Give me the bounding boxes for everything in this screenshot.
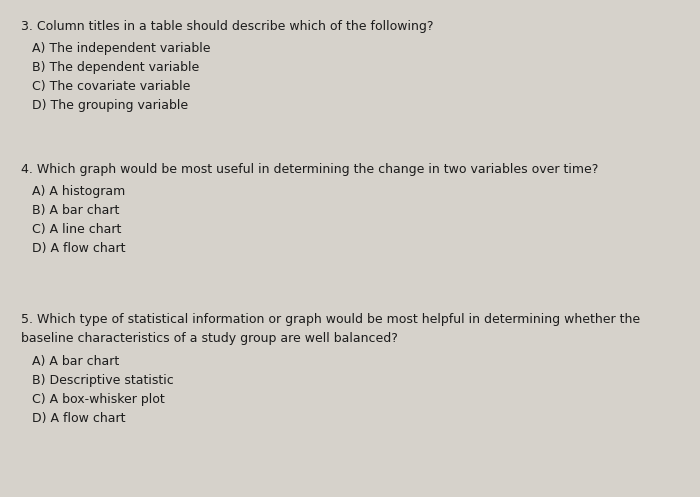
Text: D) A flow chart: D) A flow chart xyxy=(32,412,125,425)
Text: 3. Column titles in a table should describe which of the following?: 3. Column titles in a table should descr… xyxy=(21,20,433,33)
Text: C) A line chart: C) A line chart xyxy=(32,223,121,236)
Text: D) The grouping variable: D) The grouping variable xyxy=(32,99,188,112)
Text: C) A box-whisker plot: C) A box-whisker plot xyxy=(32,393,164,406)
Text: A) A bar chart: A) A bar chart xyxy=(32,355,119,368)
Text: B) A bar chart: B) A bar chart xyxy=(32,204,119,217)
Text: C) The covariate variable: C) The covariate variable xyxy=(32,80,190,93)
Text: D) A flow chart: D) A flow chart xyxy=(32,242,125,255)
Text: B) Descriptive statistic: B) Descriptive statistic xyxy=(32,374,174,387)
Text: baseline characteristics of a study group are well balanced?: baseline characteristics of a study grou… xyxy=(21,332,398,345)
Text: A) A histogram: A) A histogram xyxy=(32,185,125,198)
Text: 5. Which type of statistical information or graph would be most helpful in deter: 5. Which type of statistical information… xyxy=(21,313,640,326)
Text: 4. Which graph would be most useful in determining the change in two variables o: 4. Which graph would be most useful in d… xyxy=(21,163,598,176)
Text: B) The dependent variable: B) The dependent variable xyxy=(32,61,199,74)
Text: A) The independent variable: A) The independent variable xyxy=(32,42,210,55)
